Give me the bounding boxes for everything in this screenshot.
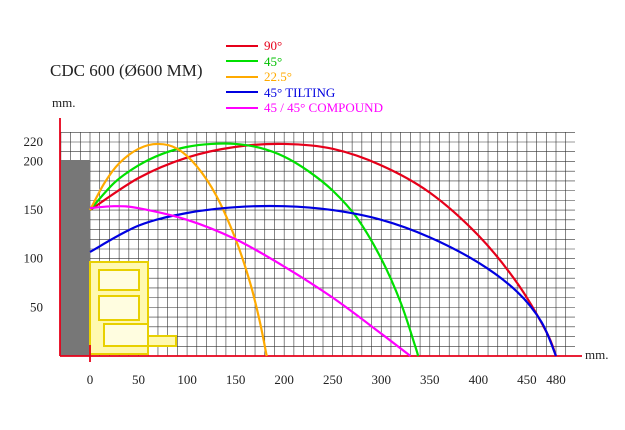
series-line-2	[89, 142, 268, 357]
series-line-0	[89, 142, 558, 357]
series-line-1	[89, 142, 420, 357]
x-tick-label: 450	[517, 372, 537, 387]
x-tick-label: 350	[420, 372, 440, 387]
y-tick-label: 200	[24, 153, 44, 168]
legend-swatch	[226, 106, 258, 109]
legend-label: 45° TILTING	[264, 84, 336, 100]
wall-profile	[60, 160, 90, 356]
chart-axes	[59, 118, 582, 362]
x-tick-label: 200	[274, 372, 294, 387]
x-tick-label: 100	[177, 372, 197, 387]
y-axis-unit: mm.	[52, 95, 76, 110]
x-tick-label: 50	[132, 372, 145, 387]
legend-swatch	[226, 60, 258, 63]
x-tick-label: 250	[323, 372, 343, 387]
legend-item-45-tilting: 45° TILTING	[226, 85, 383, 101]
legend-swatch	[226, 75, 258, 78]
x-tick-label: 0	[87, 372, 94, 387]
y-tick-label: 220	[24, 134, 44, 149]
chart-series	[89, 142, 558, 357]
legend-swatch	[226, 91, 258, 94]
chart-ticks: 0 50 100 150 200 250 300 350 400 450 480 50 100 150 20…	[24, 134, 566, 387]
legend-swatch	[226, 44, 258, 47]
chart-legend: 90° 45° 22.5° 45° TILTING 45 / 45° COMPO…	[226, 38, 383, 116]
x-tick-label: 400	[469, 372, 489, 387]
legend-label: 22.5°	[264, 69, 292, 84]
legend-label: 45°	[264, 53, 283, 69]
series-line-3	[89, 204, 558, 357]
series-line-4	[89, 205, 412, 357]
legend-label: 45 / 45° COMPOUND	[264, 100, 383, 115]
y-tick-label: 100	[24, 251, 44, 266]
y-tick-label: 50	[30, 299, 43, 314]
legend-item-22-5: 22.5°	[226, 69, 383, 85]
window-frame-drawing	[89, 261, 177, 355]
y-tick-label: 150	[24, 202, 44, 217]
x-tick-label: 480	[546, 372, 566, 387]
x-axis-unit: mm.	[585, 347, 609, 362]
chart-title: CDC 600 (Ø600 MM)	[50, 61, 203, 80]
legend-item-compound: 45 / 45° COMPOUND	[226, 100, 383, 116]
legend-item-90: 90°	[226, 38, 383, 54]
legend-label: 90°	[264, 38, 283, 53]
x-tick-label: 150	[226, 372, 246, 387]
x-tick-label: 300	[372, 372, 392, 387]
legend-item-45: 45°	[226, 54, 383, 70]
